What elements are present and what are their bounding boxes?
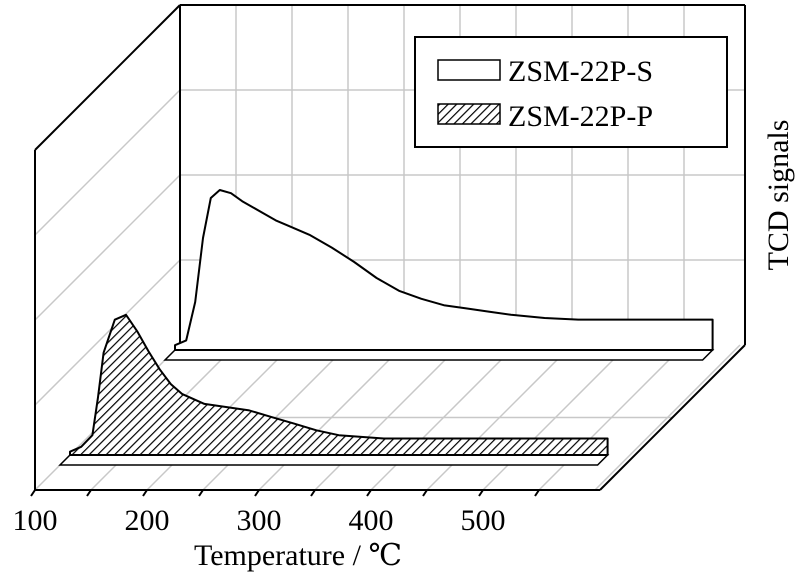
plot-frame xyxy=(34,4,746,491)
x-tick-mark xyxy=(254,489,260,497)
frame-top-left-edge xyxy=(34,4,181,151)
legend: ZSM-22P-S ZSM-22P-P xyxy=(414,36,728,148)
x-tick-mark xyxy=(30,489,36,497)
x-tick-mark xyxy=(366,489,372,497)
x-tick-mark xyxy=(422,489,428,497)
x-tick-label: 100 xyxy=(13,504,58,537)
legend-swatch-plain xyxy=(437,59,501,81)
series-base-slab-zsm-22p-p xyxy=(58,454,610,466)
x-tick-mark xyxy=(86,489,92,497)
legend-label-series-1: ZSM-22P-S xyxy=(508,55,653,88)
y-axis-title: TCD signals xyxy=(762,120,795,271)
series-layer xyxy=(58,189,715,466)
leftwall-gridline xyxy=(34,174,181,321)
x-tick-label: 500 xyxy=(461,504,506,537)
series-area-zsm-22p-p xyxy=(69,313,609,456)
x-tick-mark xyxy=(310,489,316,497)
x-tick-label: 200 xyxy=(125,504,170,537)
legend-frame xyxy=(414,36,728,148)
x-tick-mark xyxy=(534,489,540,497)
leftwall-gridline xyxy=(34,259,181,406)
x-tick-label: 400 xyxy=(349,504,394,537)
x-axis-title: Temperature / ℃ xyxy=(194,539,402,572)
leftwall-gridline xyxy=(34,89,181,236)
series-base-slab-zsm-22p-s xyxy=(163,349,715,361)
x-axis-ticks: 100 200 300 400 500 xyxy=(13,489,540,537)
x-tick-mark xyxy=(142,489,148,497)
x-tick-mark xyxy=(478,489,484,497)
series-area-zsm-22p-s xyxy=(174,189,714,351)
x-tick-label: 300 xyxy=(237,504,282,537)
frame-bottom-right-edge xyxy=(599,344,746,491)
legend-label-series-2: ZSM-22P-P xyxy=(508,100,653,133)
legend-swatch-hatched xyxy=(437,103,501,125)
x-tick-mark xyxy=(198,489,204,497)
